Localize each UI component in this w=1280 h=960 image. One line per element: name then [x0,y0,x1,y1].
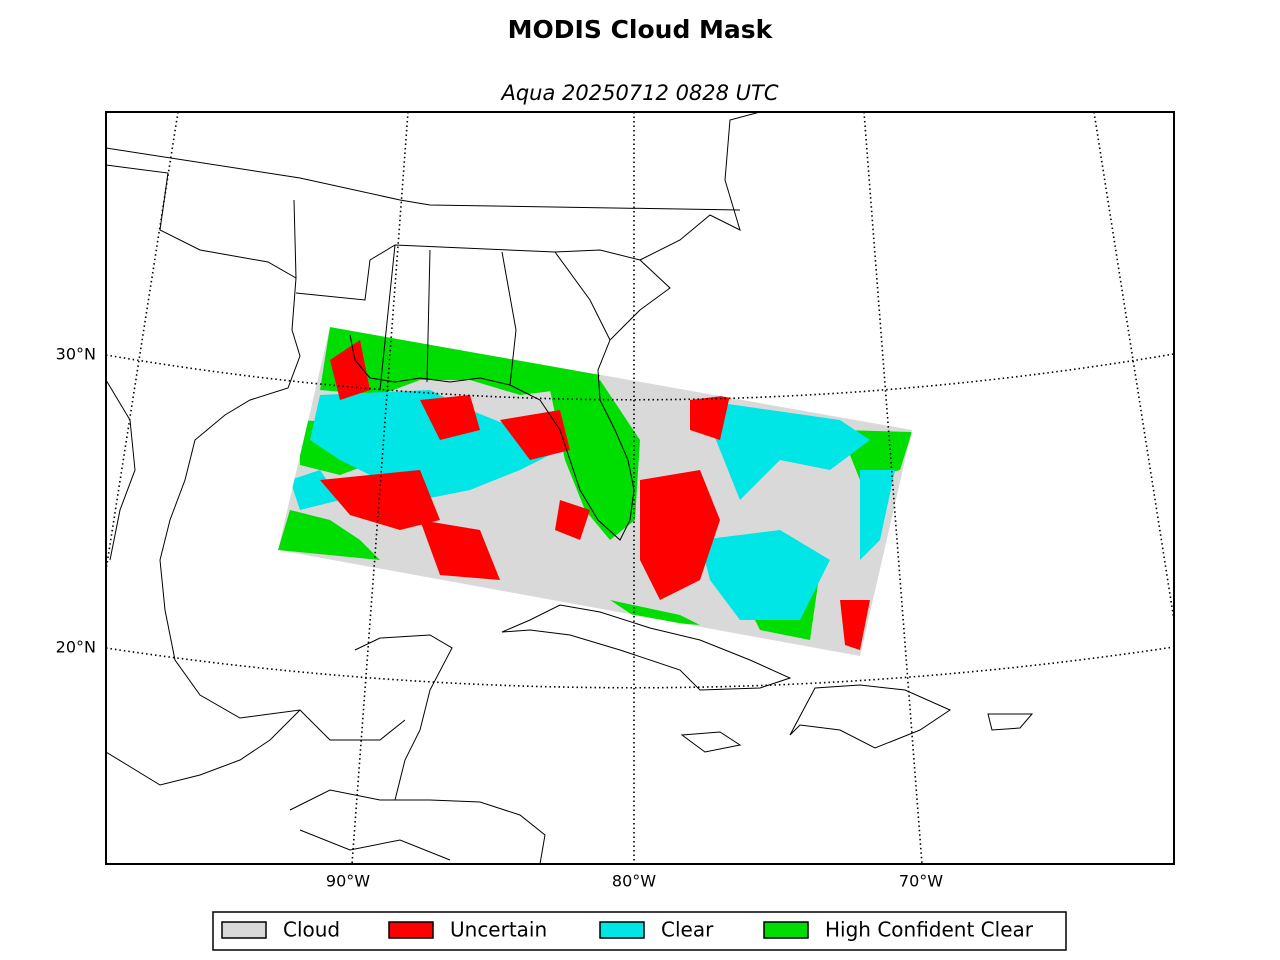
lat-label: 20°N [56,638,96,657]
mask-region [310,390,560,500]
legend-label: High Confident Clear [825,918,1034,942]
mask-region [700,400,870,500]
coastlines [106,112,1034,864]
legend-swatch [599,921,645,939]
map-frame [105,111,1175,865]
lon-label: 80°W [612,872,656,891]
mask-region [860,470,895,560]
subtitle: Aqua 20250712 0828 UTC [499,81,778,105]
mask-region [290,470,340,510]
legend-swatch [221,921,267,939]
mask-region [500,410,570,460]
cloud-mask-swath [278,327,912,656]
mask-region [550,380,640,540]
mask-region [840,600,870,650]
mask-region [700,530,830,620]
map-area [106,112,1174,864]
mask-region [555,500,590,540]
swath-regions [278,327,912,650]
mask-region [420,520,500,580]
legend-swatch [388,921,434,939]
legend-label: Cloud [283,918,340,942]
mask-region [330,340,370,400]
legend-swatch [763,921,809,939]
lon-label: 90°W [326,872,370,891]
legend-label: Uncertain [450,918,547,942]
mask-region [320,327,600,400]
title: MODIS Cloud Mask [508,15,774,44]
mask-region [610,600,700,625]
mask-region [640,470,720,600]
lon-label: 70°W [899,872,943,891]
graticule [106,112,1174,864]
mask-region [420,395,480,440]
lat-label: 30°N [56,345,96,364]
legend: Cloud Uncertain Clear High Confident Clear [212,911,1067,951]
legend-label: Clear [661,918,714,942]
mask-region [278,510,380,560]
mask-region [320,470,440,530]
mask-region [690,395,730,440]
